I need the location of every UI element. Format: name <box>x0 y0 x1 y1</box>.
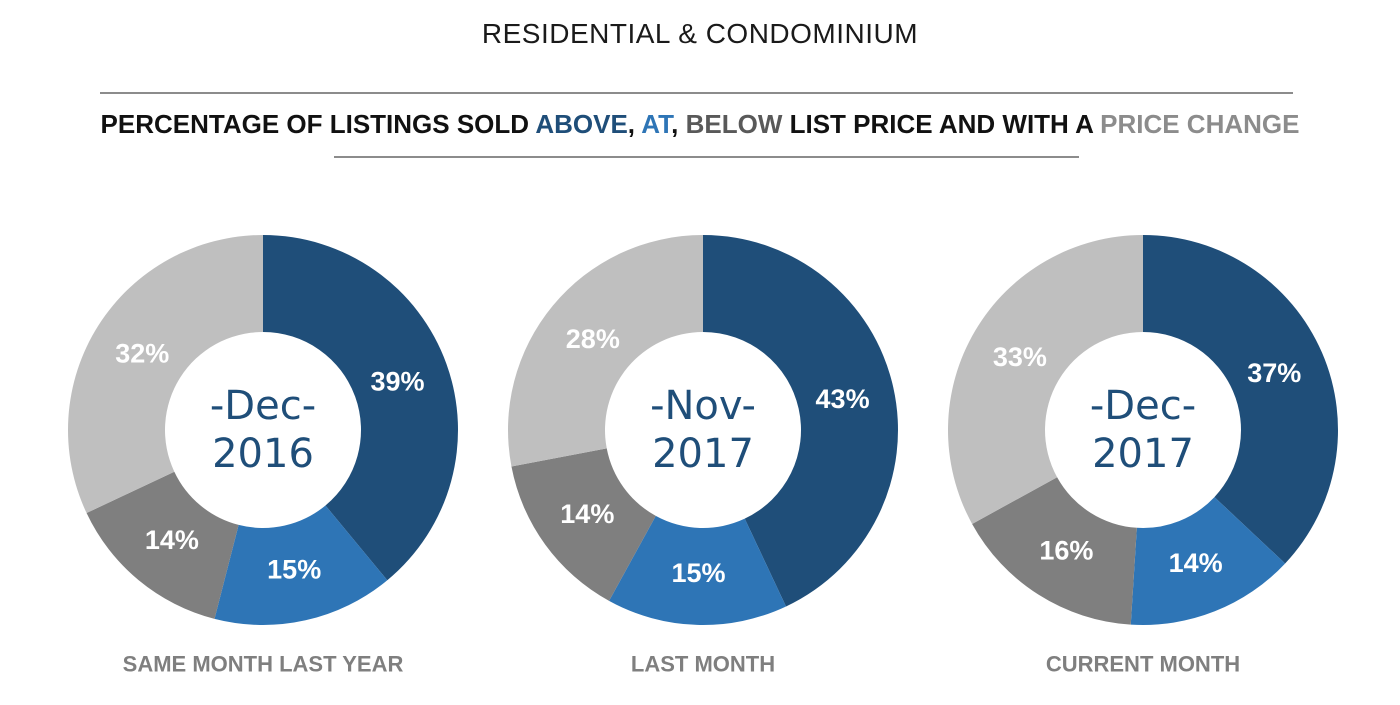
period-label: SAME MONTH LAST YEAR <box>123 652 404 677</box>
donut-slice-above <box>263 235 458 581</box>
slice-value-label: 16% <box>1039 536 1093 566</box>
donut-slice-at <box>1130 497 1286 626</box>
section-title: RESIDENTIAL & CONDOMINIUM <box>481 18 919 49</box>
center-year-label: 2017 <box>652 431 754 477</box>
donut-slice-at <box>214 505 388 625</box>
slice-value-label: 37% <box>1247 358 1301 388</box>
period-label: CURRENT MONTH <box>1046 652 1240 677</box>
slice-value-label: 33% <box>993 342 1047 372</box>
headline-segment: ABOVE <box>535 109 628 139</box>
center-month-label: -Nov- <box>650 383 756 429</box>
chart-headline: PERCENTAGE OF LISTINGS SOLD ABOVE, AT, B… <box>0 109 1400 140</box>
donut-slice-at <box>609 515 787 625</box>
center-year-label: 2016 <box>212 431 314 477</box>
donut-slice-below <box>972 477 1137 625</box>
donut-chart: 43% 15% 14% 28% -Nov-2017 LAST MONTH <box>507 235 899 677</box>
donut-chart: 37% 14% 16% 33% -Dec-2017 CURRENT MONTH <box>947 235 1338 677</box>
center-year-label: 2017 <box>1092 431 1194 477</box>
headline-underline <box>334 156 1079 158</box>
headline-segment: , <box>671 109 686 139</box>
donut-slice-below <box>86 471 239 619</box>
slice-value-label: 32% <box>115 338 169 368</box>
headline-segment: , <box>627 109 642 139</box>
period-label: LAST MONTH <box>631 652 775 677</box>
donut-slice-above <box>703 235 899 607</box>
headline-segment: PERCENTAGE OF LISTINGS SOLD <box>100 109 536 139</box>
donut-slice-below <box>511 448 656 601</box>
slice-value-label: 14% <box>145 525 199 555</box>
slice-value-label: 28% <box>566 324 620 354</box>
headline-segment: BELOW <box>685 109 783 139</box>
center-month-label: -Dec- <box>1090 383 1196 429</box>
donut-slice-above <box>1143 235 1338 564</box>
headline-segment: AT <box>641 109 672 139</box>
headline-segment: PRICE CHANGE <box>1100 109 1300 139</box>
headline-segment: LIST PRICE AND WITH A <box>782 109 1101 139</box>
slice-value-label: 39% <box>371 367 425 397</box>
donut-chart: 39% 15% 14% 32% -Dec-2016 SAME MONTH LAST YEA… <box>67 235 458 677</box>
slice-value-label: 14% <box>1169 548 1223 578</box>
slice-value-label: 15% <box>267 555 321 585</box>
slice-value-label: 43% <box>816 384 870 414</box>
donut-slice-price-change <box>67 235 264 514</box>
slice-value-label: 14% <box>560 499 614 529</box>
title-divider <box>100 92 1293 94</box>
center-month-label: -Dec- <box>210 383 316 429</box>
donut-slice-price-change <box>947 235 1143 524</box>
slice-value-label: 15% <box>671 558 725 588</box>
donut-slice-price-change <box>507 235 703 467</box>
